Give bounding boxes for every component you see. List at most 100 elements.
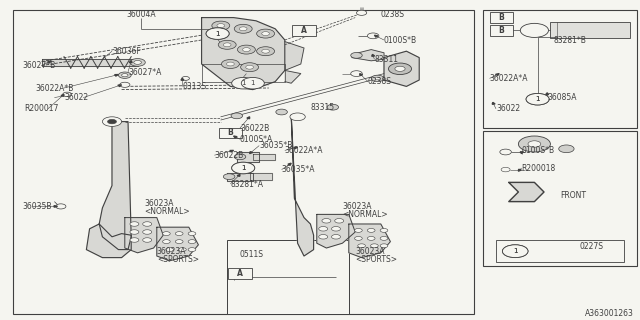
Text: 0100S*A: 0100S*A: [240, 135, 273, 144]
Text: 0313S: 0313S: [182, 82, 207, 91]
Polygon shape: [250, 173, 272, 180]
Circle shape: [130, 230, 139, 234]
Circle shape: [319, 235, 328, 239]
Text: 0227S: 0227S: [579, 242, 604, 251]
Polygon shape: [125, 218, 163, 253]
Circle shape: [520, 23, 548, 37]
Circle shape: [276, 109, 287, 115]
Polygon shape: [47, 61, 51, 63]
Polygon shape: [202, 18, 285, 90]
Polygon shape: [285, 42, 304, 70]
Circle shape: [367, 228, 375, 232]
Polygon shape: [42, 59, 138, 66]
Text: 36035*A: 36035*A: [282, 165, 315, 174]
Text: B: B: [499, 26, 504, 35]
Text: 36022A*B: 36022A*B: [35, 84, 74, 92]
Text: 36023A: 36023A: [144, 199, 173, 208]
Polygon shape: [118, 85, 122, 86]
Circle shape: [163, 240, 170, 244]
Circle shape: [351, 71, 362, 76]
Circle shape: [502, 245, 528, 258]
Polygon shape: [247, 117, 250, 119]
Text: 36022A*A: 36022A*A: [490, 74, 528, 83]
Circle shape: [332, 235, 340, 239]
Text: A363001263: A363001263: [585, 309, 634, 318]
Circle shape: [231, 113, 243, 119]
Circle shape: [143, 230, 152, 234]
Text: 83315: 83315: [310, 103, 335, 112]
Circle shape: [120, 82, 130, 87]
Circle shape: [56, 204, 66, 209]
Circle shape: [262, 49, 269, 53]
Polygon shape: [546, 93, 548, 95]
Circle shape: [234, 24, 252, 33]
Text: 1: 1: [241, 165, 246, 171]
Polygon shape: [291, 115, 314, 256]
Circle shape: [355, 236, 362, 240]
Text: 36027*B: 36027*B: [22, 61, 56, 70]
Polygon shape: [54, 206, 58, 207]
Polygon shape: [237, 174, 240, 176]
Polygon shape: [285, 70, 301, 83]
Circle shape: [188, 240, 196, 244]
Text: 36027*A: 36027*A: [128, 68, 161, 76]
Circle shape: [355, 228, 362, 232]
Circle shape: [502, 245, 528, 258]
Text: 0511S: 0511S: [240, 250, 264, 259]
Circle shape: [223, 43, 231, 47]
Bar: [13, 10, 474, 314]
Circle shape: [380, 236, 388, 240]
Polygon shape: [227, 173, 253, 181]
Circle shape: [371, 244, 378, 248]
Circle shape: [175, 232, 183, 236]
Circle shape: [371, 75, 384, 82]
Text: 36085A: 36085A: [547, 93, 577, 102]
Polygon shape: [230, 150, 234, 152]
Text: 36023A: 36023A: [157, 247, 186, 256]
Text: B: B: [499, 13, 504, 22]
Bar: [490, 12, 513, 23]
Circle shape: [102, 117, 122, 126]
Polygon shape: [99, 122, 131, 250]
Text: A: A: [237, 269, 243, 278]
Circle shape: [500, 149, 511, 155]
Circle shape: [262, 32, 269, 36]
Text: 0100S*B: 0100S*B: [384, 36, 417, 44]
Text: 1: 1: [513, 248, 518, 254]
Circle shape: [351, 52, 362, 58]
Circle shape: [134, 60, 141, 64]
Circle shape: [241, 63, 259, 72]
Circle shape: [130, 222, 139, 226]
Polygon shape: [509, 182, 544, 202]
Circle shape: [130, 238, 139, 242]
Text: <SPORTS>: <SPORTS>: [355, 255, 397, 264]
Circle shape: [380, 244, 388, 248]
Polygon shape: [157, 227, 198, 261]
Circle shape: [243, 48, 250, 52]
Text: 36022: 36022: [496, 104, 520, 113]
Text: 1: 1: [535, 96, 540, 102]
Polygon shape: [181, 78, 184, 80]
Circle shape: [217, 24, 225, 28]
Text: 36022A*A: 36022A*A: [285, 146, 323, 155]
Circle shape: [237, 45, 255, 54]
Polygon shape: [352, 50, 384, 61]
Circle shape: [559, 145, 574, 153]
Bar: [202, 64, 285, 82]
Bar: [490, 25, 513, 36]
Circle shape: [63, 92, 72, 97]
Circle shape: [388, 63, 412, 75]
Polygon shape: [250, 152, 253, 154]
Text: 36022: 36022: [64, 93, 88, 102]
Text: 36036F: 36036F: [112, 47, 141, 56]
Circle shape: [234, 154, 246, 160]
Polygon shape: [61, 94, 64, 96]
Text: 36004A: 36004A: [126, 10, 156, 19]
Text: 36022B: 36022B: [214, 151, 244, 160]
Bar: [550, 22, 630, 38]
Bar: [219, 128, 242, 138]
Text: 36035B: 36035B: [22, 202, 52, 211]
Circle shape: [322, 219, 331, 223]
Text: B: B: [228, 128, 233, 137]
Polygon shape: [349, 224, 390, 258]
